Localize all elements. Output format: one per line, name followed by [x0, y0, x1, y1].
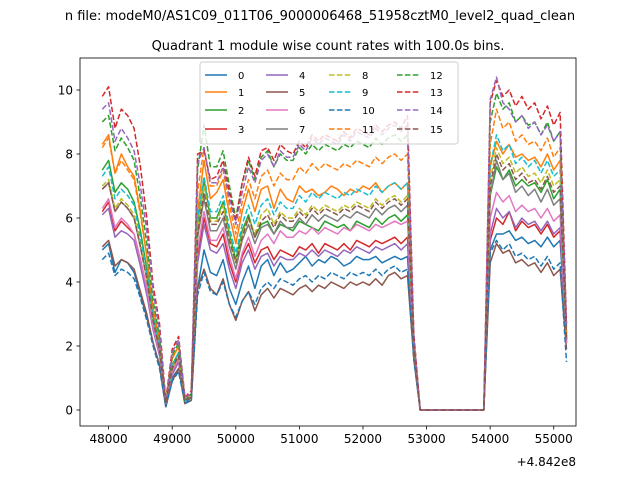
y-tick-label: 0: [65, 404, 73, 418]
x-tick-label: 49000: [153, 432, 191, 446]
series-lines: [101, 76, 568, 411]
x-tick-label: 51000: [280, 432, 318, 446]
y-tick-label: 10: [58, 84, 73, 98]
x-offset-label: +4.842e8: [517, 455, 576, 469]
legend-label-9: 9: [362, 88, 368, 99]
x-tick-label: 53000: [407, 432, 445, 446]
x-tick-label: 50000: [217, 432, 255, 446]
legend-label-2: 2: [238, 106, 244, 117]
legend-label-0: 0: [238, 71, 244, 82]
x-tick-label: 48000: [90, 432, 128, 446]
legend-box: [199, 61, 459, 145]
legend-label-7: 7: [299, 125, 305, 136]
plot-frame: [79, 57, 577, 427]
legend-label-4: 4: [299, 71, 305, 82]
legend-label-8: 8: [362, 71, 368, 82]
legend-label-6: 6: [299, 106, 305, 117]
axes: 48000 49000 50000 51000 52000 53000 54000 55000…: [58, 57, 577, 446]
chart-suptitle: n file: modeM0/AS1C09_011T06_9000006468_…: [65, 9, 575, 24]
series-line-15: [101, 153, 568, 411]
x-tick-label: 52000: [344, 432, 382, 446]
chart-title: Quadrant 1 module wise count rates with …: [152, 39, 505, 54]
y-tick-label: 2: [65, 340, 73, 354]
legend-label-10: 10: [362, 106, 375, 117]
legend-label-5: 5: [299, 88, 305, 99]
legend-label-3: 3: [238, 125, 244, 136]
legend-label-11: 11: [362, 125, 375, 136]
y-tick-label: 8: [65, 148, 73, 162]
y-tick-label: 4: [65, 276, 73, 290]
x-tick-label: 55000: [535, 432, 573, 446]
legend-label-1: 1: [238, 88, 244, 99]
y-tick-label: 6: [65, 212, 73, 226]
series-line-10: [101, 239, 568, 411]
legend-label-13: 13: [430, 88, 443, 99]
x-tick-label: 54000: [471, 432, 509, 446]
legend-label-12: 12: [430, 71, 443, 82]
legend-label-15: 15: [430, 125, 443, 136]
legend-label-14: 14: [430, 106, 443, 117]
